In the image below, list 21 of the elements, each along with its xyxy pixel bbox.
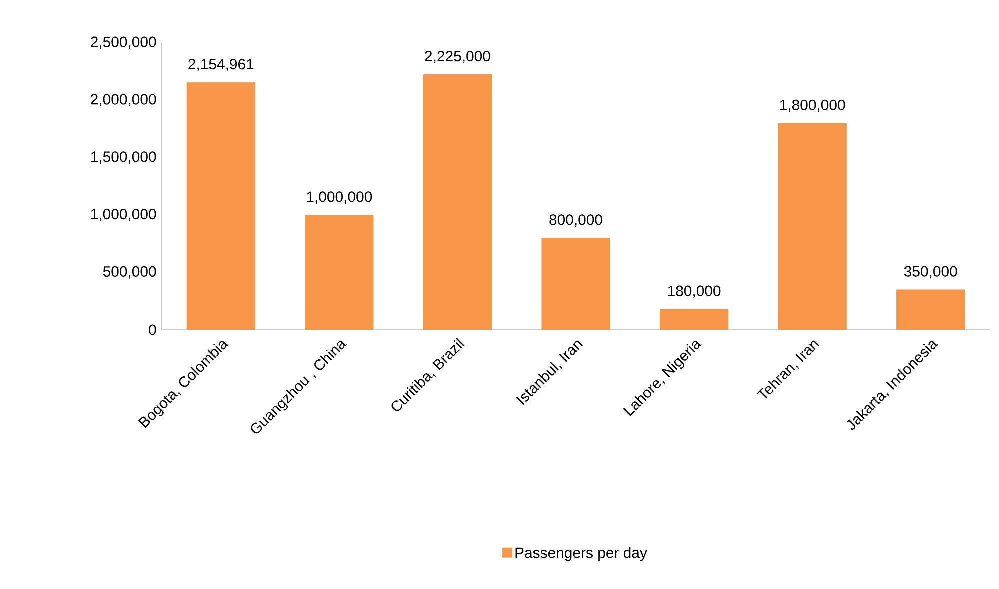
- data-label: 350,000: [904, 266, 958, 279]
- y-tick-label: 2,000,000: [91, 94, 156, 107]
- y-tick-label: 500,000: [103, 266, 156, 279]
- bar: [542, 238, 610, 330]
- bar: [305, 215, 374, 330]
- y-tick-label: 1,000,000: [91, 209, 156, 222]
- bar: [186, 82, 256, 330]
- data-label: 2,225,000: [425, 51, 490, 64]
- data-label: 180,000: [668, 286, 721, 298]
- y-tick-label: 1,500,000: [91, 152, 156, 164]
- data-label: 1,000,000: [307, 192, 372, 204]
- legend-label: Passengers per day: [516, 547, 648, 562]
- bar: [896, 290, 966, 330]
- y-tick-label: 2,500,000: [91, 36, 156, 50]
- bar: [778, 123, 847, 330]
- data-label: 2,154,961: [188, 59, 254, 72]
- bar: [423, 74, 492, 330]
- data-label: 800,000: [550, 214, 602, 227]
- bar: [660, 309, 729, 330]
- y-tick-label: 0: [149, 324, 156, 336]
- data-label: 1,800,000: [780, 100, 846, 112]
